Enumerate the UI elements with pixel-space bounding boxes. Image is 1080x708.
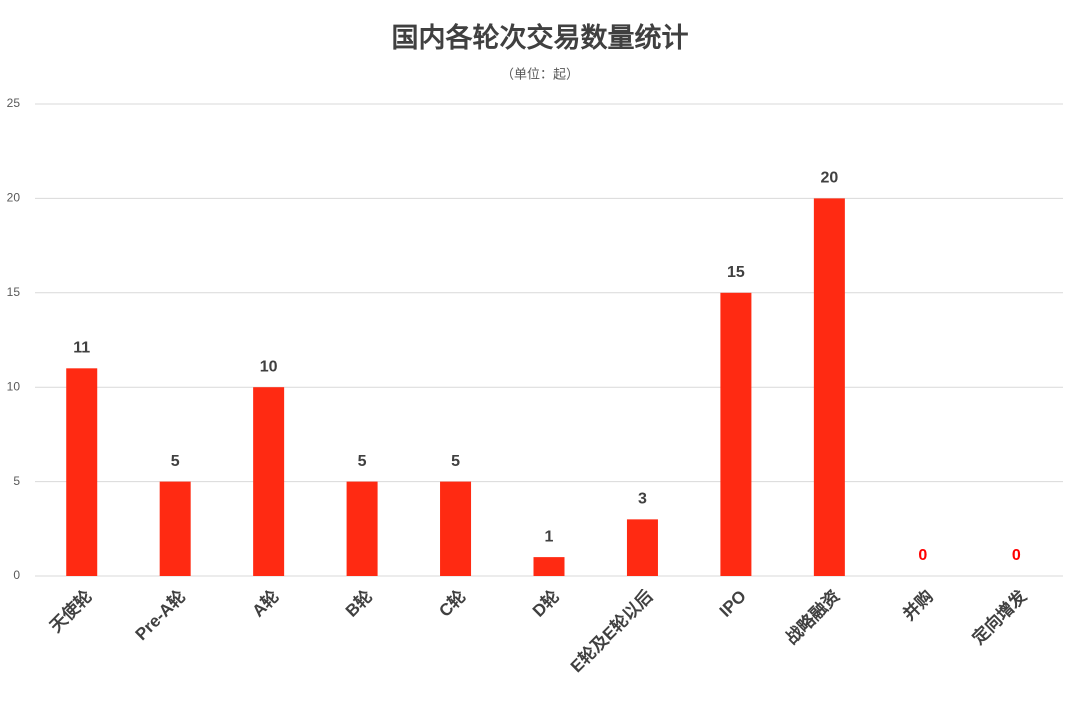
x-tick-label: C轮	[435, 586, 470, 621]
x-tick-label: A轮	[248, 586, 283, 621]
value-label: 5	[451, 453, 460, 470]
x-tick-label: 战略融资	[781, 586, 843, 648]
chart-title: 国内各轮次交易数量统计	[392, 22, 689, 53]
y-tick-label: 0	[13, 568, 20, 582]
bar	[159, 481, 191, 576]
bar	[66, 368, 98, 576]
x-tick-label: Pre-A轮	[131, 586, 189, 644]
bar	[626, 519, 658, 576]
bar	[813, 198, 845, 576]
bar	[253, 387, 285, 576]
bar	[720, 292, 752, 576]
x-tick-label: D轮	[528, 586, 563, 621]
value-label: 1	[545, 528, 554, 545]
bar	[440, 481, 472, 576]
y-tick-label: 15	[7, 285, 21, 299]
x-tick-label: 天使轮	[46, 586, 96, 636]
value-label: 3	[638, 491, 647, 508]
bar	[533, 557, 565, 576]
y-tick-label: 5	[13, 474, 20, 488]
y-tick-label: 25	[7, 96, 21, 110]
value-label: 5	[358, 453, 367, 470]
x-tick-label: IPO	[716, 587, 750, 621]
x-tick-label: 并购	[899, 586, 937, 624]
y-tick-label: 10	[7, 379, 21, 393]
value-label: 10	[260, 358, 278, 375]
value-label: 15	[727, 264, 745, 281]
chart-subtitle: （单位：起）	[501, 66, 579, 81]
value-label: 11	[73, 340, 90, 357]
value-label: 0	[1012, 547, 1021, 564]
value-label: 5	[171, 453, 180, 470]
bar	[346, 481, 378, 576]
value-label: 0	[918, 547, 927, 564]
x-tick-label: 定向增发	[968, 585, 1031, 648]
x-tick-label: B轮	[341, 586, 376, 621]
value-label: 20	[820, 170, 838, 187]
x-tick-label: E轮及E轮以后	[566, 586, 656, 676]
y-tick-label: 20	[7, 191, 21, 205]
